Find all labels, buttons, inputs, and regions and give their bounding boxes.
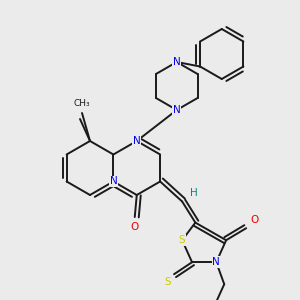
Text: N: N xyxy=(110,176,117,187)
Text: CH₃: CH₃ xyxy=(74,98,90,107)
Text: N: N xyxy=(173,57,181,67)
Text: H: H xyxy=(190,188,198,199)
Text: N: N xyxy=(133,136,141,146)
Text: S: S xyxy=(165,277,171,287)
Text: S: S xyxy=(179,235,185,245)
Text: N: N xyxy=(173,105,181,115)
Text: O: O xyxy=(250,215,258,225)
Text: N: N xyxy=(212,257,220,267)
Text: O: O xyxy=(130,222,139,232)
